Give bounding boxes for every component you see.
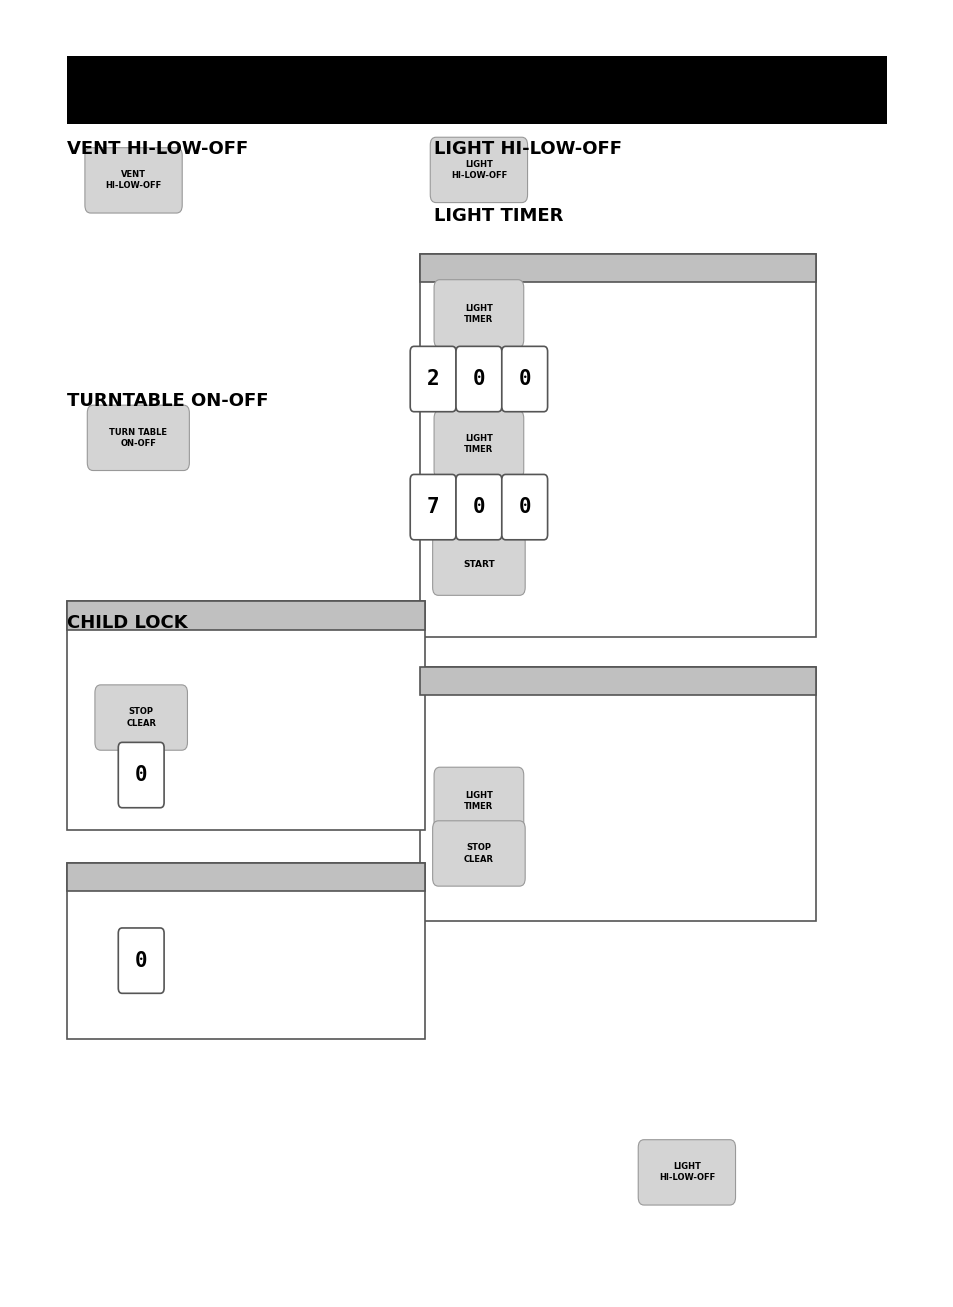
Bar xyxy=(419,254,815,637)
Text: 2: 2 xyxy=(426,369,439,389)
Bar xyxy=(419,254,815,282)
Text: 0: 0 xyxy=(517,369,531,389)
Text: 7: 7 xyxy=(426,497,439,518)
Bar xyxy=(419,667,815,921)
Bar xyxy=(67,601,424,630)
Text: START: START xyxy=(462,561,495,569)
FancyBboxPatch shape xyxy=(434,410,523,478)
FancyBboxPatch shape xyxy=(432,821,524,886)
Text: LIGHT
TIMER: LIGHT TIMER xyxy=(464,434,493,455)
Text: LIGHT
TIMER: LIGHT TIMER xyxy=(464,303,493,324)
Text: TURN TABLE
ON-OFF: TURN TABLE ON-OFF xyxy=(110,427,167,448)
Text: STOP
CLEAR: STOP CLEAR xyxy=(463,843,494,864)
FancyBboxPatch shape xyxy=(118,928,164,993)
Bar xyxy=(67,56,886,124)
Text: STOP
CLEAR: STOP CLEAR xyxy=(126,707,156,728)
Text: VENT
HI-LOW-OFF: VENT HI-LOW-OFF xyxy=(106,170,161,191)
Text: LIGHT HI-LOW-OFF: LIGHT HI-LOW-OFF xyxy=(434,140,621,158)
Text: LIGHT
TIMER: LIGHT TIMER xyxy=(464,791,493,812)
FancyBboxPatch shape xyxy=(94,685,187,750)
FancyBboxPatch shape xyxy=(432,533,524,596)
FancyBboxPatch shape xyxy=(501,474,547,540)
FancyBboxPatch shape xyxy=(118,742,164,808)
Text: LIGHT TIMER: LIGHT TIMER xyxy=(434,207,563,225)
Text: 0: 0 xyxy=(134,950,148,971)
FancyBboxPatch shape xyxy=(638,1140,735,1205)
FancyBboxPatch shape xyxy=(410,474,456,540)
Bar xyxy=(419,667,815,695)
Bar xyxy=(67,863,424,1039)
Text: CHILD LOCK: CHILD LOCK xyxy=(67,614,187,633)
Text: LIGHT
HI-LOW-OFF: LIGHT HI-LOW-OFF xyxy=(451,159,506,180)
Text: TURNTABLE ON-OFF: TURNTABLE ON-OFF xyxy=(67,392,268,410)
FancyBboxPatch shape xyxy=(456,474,501,540)
FancyBboxPatch shape xyxy=(434,280,523,348)
Text: LIGHT
HI-LOW-OFF: LIGHT HI-LOW-OFF xyxy=(659,1162,714,1183)
FancyBboxPatch shape xyxy=(434,767,523,835)
Text: 0: 0 xyxy=(517,497,531,518)
Text: 0: 0 xyxy=(472,369,485,389)
FancyBboxPatch shape xyxy=(430,137,527,203)
FancyBboxPatch shape xyxy=(87,405,189,471)
Text: 0: 0 xyxy=(134,765,148,786)
FancyBboxPatch shape xyxy=(501,346,547,412)
FancyBboxPatch shape xyxy=(410,346,456,412)
Text: 0: 0 xyxy=(472,497,485,518)
Bar xyxy=(67,601,424,830)
Bar xyxy=(67,863,424,891)
FancyBboxPatch shape xyxy=(456,346,501,412)
FancyBboxPatch shape xyxy=(85,148,182,213)
Text: VENT HI-LOW-OFF: VENT HI-LOW-OFF xyxy=(67,140,248,158)
